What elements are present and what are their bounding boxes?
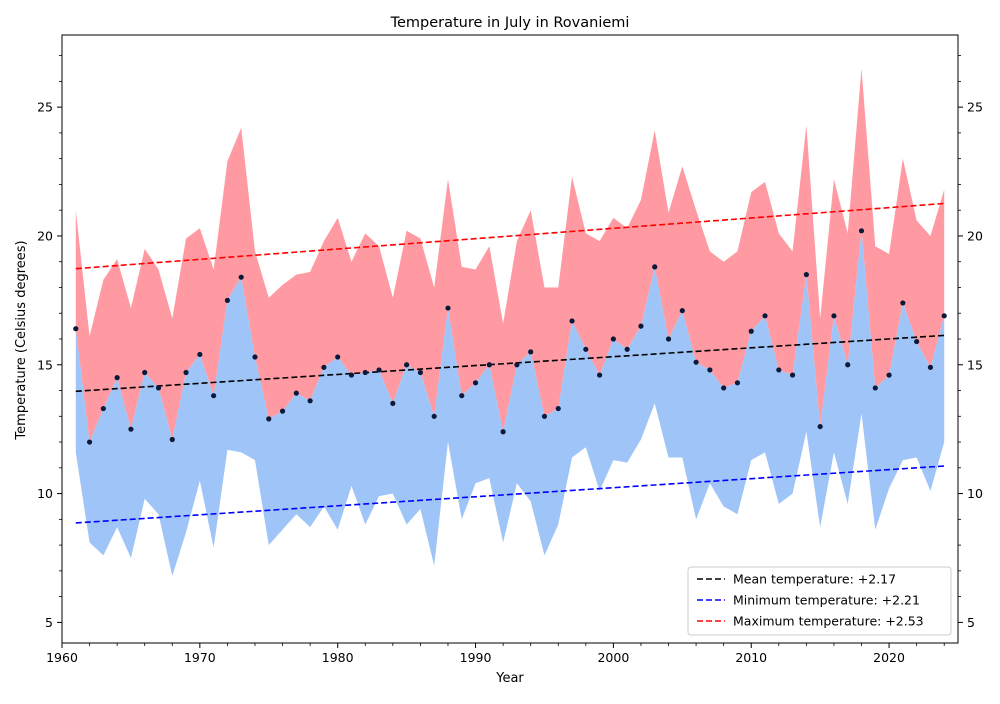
y-tick-label-right: 10 (967, 486, 983, 501)
mean-point (100, 405, 106, 412)
x-tick-label: 1990 (460, 650, 492, 665)
mean-point (721, 385, 727, 391)
mean-point (789, 372, 796, 378)
mean-point (404, 362, 410, 368)
mean-point (114, 375, 120, 381)
x-tick-label: 1960 (46, 650, 78, 665)
mean-point (431, 413, 437, 419)
mean-point (734, 380, 741, 386)
mean-point (583, 346, 589, 352)
legend: Mean temperature: +2.17 Minimum temperatu… (687, 566, 952, 636)
mean-point (610, 336, 616, 342)
mean-point (142, 369, 148, 376)
x-tick-label: 1980 (322, 650, 354, 665)
mean-point (845, 362, 851, 368)
mean-point (197, 351, 203, 358)
legend-label: Maximum temperature: +2.53 (733, 614, 924, 629)
mean-point (541, 413, 548, 419)
y-tick-label-right: 15 (967, 357, 983, 372)
mean-point (183, 369, 189, 376)
mean-point (914, 338, 920, 345)
mean-point (73, 326, 79, 332)
mean-point (569, 318, 575, 324)
legend-label: Minimum temperature: +2.21 (733, 593, 920, 608)
y-tick-label-left: 25 (37, 100, 53, 115)
mean-point (514, 362, 520, 368)
mean-point (624, 346, 630, 352)
mean-point (693, 359, 699, 365)
mean-point (555, 405, 561, 412)
mean-point (776, 367, 782, 373)
mean-point (459, 393, 465, 399)
y-axis-label: Temperature (Celsius degrees) (14, 240, 29, 440)
y-tick-label-right: 5 (967, 615, 975, 630)
mean-point (665, 336, 672, 342)
mean-point (927, 364, 934, 370)
mean-point (872, 385, 878, 391)
mean-point (224, 297, 231, 303)
mean-point (266, 416, 272, 422)
mean-point (86, 439, 93, 445)
legend-label: Mean temperature: +2.17 (733, 572, 896, 587)
mean-point (831, 313, 837, 319)
mean-point (390, 400, 396, 407)
x-tick-label: 2020 (873, 650, 905, 665)
mean-point (858, 228, 865, 234)
mean-point (900, 300, 906, 306)
mean-point (348, 372, 355, 378)
mean-point (679, 308, 685, 314)
mean-point (335, 354, 341, 360)
mean-point (941, 313, 947, 319)
mean-point (803, 271, 809, 278)
mean-point (638, 323, 644, 329)
trend-line-1 (75, 465, 945, 524)
y-tick-label-right: 20 (967, 228, 983, 243)
mean-point (155, 385, 162, 391)
mean-point (293, 390, 299, 396)
mean-point (169, 436, 175, 443)
mean-point (707, 367, 713, 373)
mean-point (528, 349, 534, 355)
x-tick-label: 2000 (597, 650, 629, 665)
mean-point (817, 423, 823, 430)
y-tick-label-right: 25 (967, 100, 983, 115)
y-tick-label-left: 5 (45, 615, 53, 630)
mean-point (279, 408, 286, 414)
mean-point (252, 354, 258, 360)
trend-line-0 (75, 334, 945, 393)
mean-point (486, 362, 492, 368)
mean-point (307, 398, 313, 404)
mean-point (417, 369, 423, 376)
y-tick-label-left: 15 (37, 357, 53, 372)
chart-title: Temperature in July in Rovaniemi (390, 15, 630, 31)
mean-point (321, 364, 327, 370)
mean-point (128, 426, 134, 432)
mean-point (238, 274, 244, 280)
mean-point (886, 372, 892, 378)
min-temperature-band (75, 230, 945, 577)
mean-point (652, 264, 658, 270)
mean-point (362, 369, 368, 376)
mean-point (597, 372, 603, 378)
legend-box (687, 566, 952, 636)
mean-point (500, 429, 506, 435)
x-axis-label: Year (495, 671, 524, 686)
trend-line-2 (75, 202, 945, 270)
x-tick-label: 1970 (184, 650, 216, 665)
y-tick-label-left: 10 (37, 486, 53, 501)
mean-point (445, 305, 451, 311)
mean-point (376, 367, 382, 373)
mean-point (472, 380, 479, 386)
mean-point (748, 328, 754, 334)
x-tick-label: 2010 (735, 650, 767, 665)
y-tick-label-left: 20 (37, 228, 53, 243)
mean-point (211, 393, 217, 399)
mean-point (762, 313, 768, 319)
